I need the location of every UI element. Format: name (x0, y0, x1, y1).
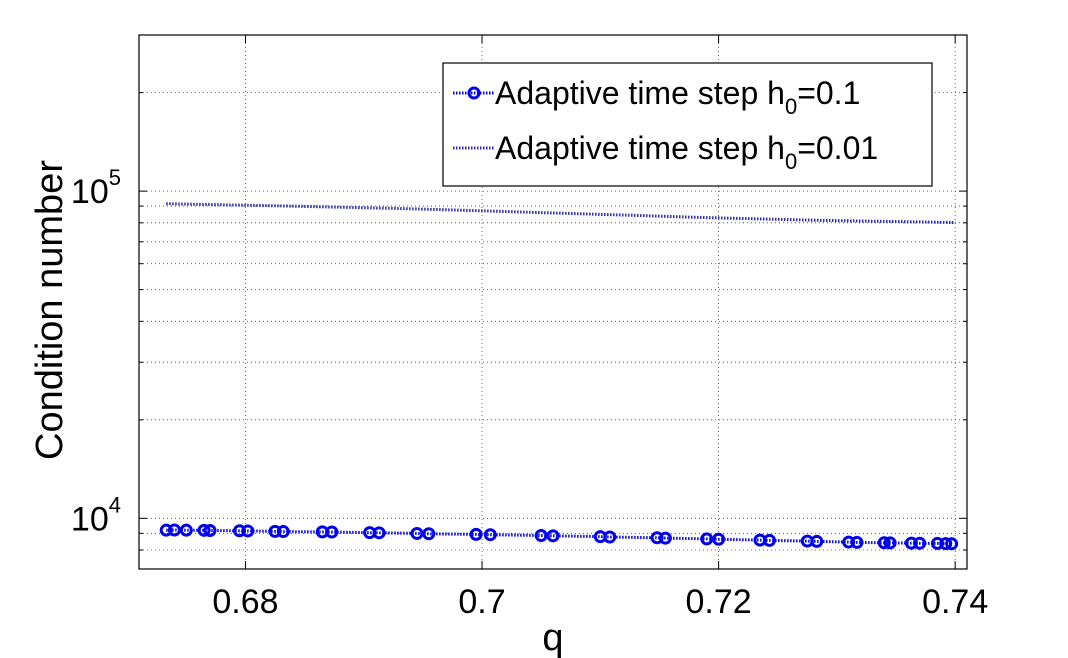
axis-ticks: 0.68 0.7 0.72 0.74 104 105 (71, 35, 988, 621)
data-point (241, 524, 255, 538)
series-0 (159, 523, 959, 551)
data-point (534, 529, 548, 543)
data-point (546, 529, 560, 543)
data-point (913, 536, 927, 550)
series-line-1 (166, 202, 956, 225)
x-tick-label-2: 0.72 (686, 583, 752, 621)
data-point (712, 532, 726, 546)
legend-marker-sample (467, 86, 481, 100)
series-1 (166, 202, 956, 225)
data-point (930, 536, 944, 550)
legend-item-1: Adaptive time step h0=0.01 (453, 130, 878, 174)
data-point (203, 523, 217, 537)
plot-series (159, 202, 959, 551)
data-point (469, 527, 483, 541)
y-tick-label-1: 105 (71, 165, 121, 211)
data-point (850, 535, 864, 549)
data-point (842, 535, 856, 549)
data-point (658, 531, 672, 545)
data-point (939, 537, 953, 551)
data-point (904, 536, 918, 550)
x-tick-label-1: 0.7 (458, 583, 505, 621)
legend-item-0: Adaptive time step h0=0.1 (453, 75, 860, 119)
data-point (167, 523, 181, 537)
data-point (325, 525, 339, 539)
data-point (233, 524, 247, 538)
data-point (159, 523, 173, 537)
legend-box (442, 62, 933, 187)
legend-label-0: Adaptive time step h0=0.1 (495, 75, 860, 119)
data-point (810, 534, 824, 548)
data-point (268, 524, 282, 538)
data-point (372, 526, 386, 540)
y-tick-label-0: 104 (71, 492, 121, 538)
data-point (483, 528, 497, 542)
data-point (650, 531, 664, 545)
data-point (883, 536, 897, 550)
data-point (945, 537, 959, 551)
legend: Adaptive time step h0=0.1 Adaptive time s… (442, 62, 933, 187)
data-point (603, 530, 617, 544)
data-point (762, 533, 776, 547)
data-point (877, 536, 891, 550)
x-tick-label-0: 0.68 (212, 583, 278, 621)
x-tick-label-3: 0.74 (922, 583, 988, 621)
data-point (179, 523, 193, 537)
data-point (700, 532, 714, 546)
data-point (410, 526, 424, 540)
y-axis-label: Condition number (29, 160, 71, 460)
plot-area-frame (138, 34, 968, 570)
legend-label-1: Adaptive time step h0=0.01 (495, 130, 878, 174)
data-point (276, 525, 290, 539)
data-point (422, 527, 436, 541)
data-point (197, 523, 211, 537)
x-axis-label: q (542, 617, 563, 658)
